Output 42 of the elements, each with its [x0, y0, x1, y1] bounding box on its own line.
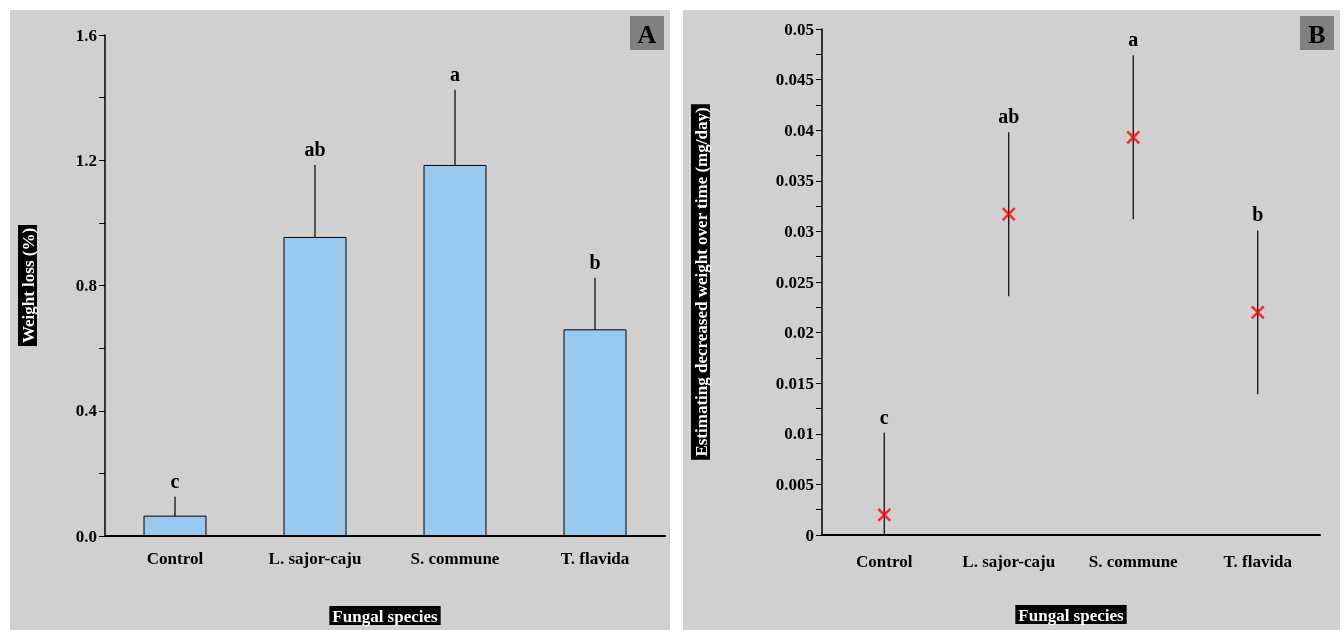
annotation: B [1308, 19, 1326, 49]
annotation: c [170, 469, 180, 492]
annotation: c [879, 405, 889, 428]
x-tick-label: L. sajor-caju [962, 552, 1056, 571]
x-tick-label: Control [146, 549, 204, 568]
x-axis-title: Fungal species [1018, 606, 1125, 625]
y-tick-label: 0.0 [75, 526, 97, 546]
y-tick-label: 0.045 [775, 70, 814, 90]
annotation: ab [998, 105, 1020, 128]
annotation: b [589, 250, 601, 273]
annotation: ab [304, 137, 326, 160]
y-tick-label: 0.015 [775, 373, 814, 393]
x-tick-label: T. flavida [1223, 552, 1293, 571]
y-tick-label: 1.2 [75, 150, 97, 170]
y-tick-label: 0.8 [75, 276, 97, 295]
y-tick-label: 0.04 [784, 120, 815, 140]
x-tick-label: L. sajor-caju [268, 549, 362, 568]
y-axis-title: Weight loss (%) [19, 227, 38, 344]
annotation: a [1128, 28, 1139, 51]
x-axis-title: Fungal species [332, 607, 439, 626]
y-tick-label: 0 [805, 525, 814, 545]
annotation: b [1252, 203, 1264, 226]
annotation: a [450, 62, 460, 85]
y-tick-label: 0.01 [784, 424, 814, 444]
y-axis-title: Estimating decreased weight over time (mg/day) [692, 107, 711, 457]
annotation: A [637, 19, 657, 49]
point [877, 507, 892, 523]
x-tick-label: T. flavida [560, 549, 630, 568]
x-tick-label: S. commune [1088, 552, 1179, 571]
point [1001, 206, 1016, 222]
point [1250, 305, 1265, 320]
y-tick-label: 0.035 [775, 171, 814, 191]
y-tick-label: 0.02 [784, 323, 814, 343]
y-tick-label: 0.05 [784, 19, 814, 39]
y-tick-label: 0.03 [784, 221, 814, 241]
point [1126, 130, 1141, 145]
x-tick-label: S. commune [410, 549, 500, 568]
y-tick-label: 0.4 [75, 401, 98, 421]
y-tick-label: 1.6 [75, 25, 97, 45]
y-tick-label: 0.025 [775, 272, 814, 292]
x-tick-label: Control [856, 552, 913, 571]
y-tick-label: 0.005 [775, 474, 814, 494]
